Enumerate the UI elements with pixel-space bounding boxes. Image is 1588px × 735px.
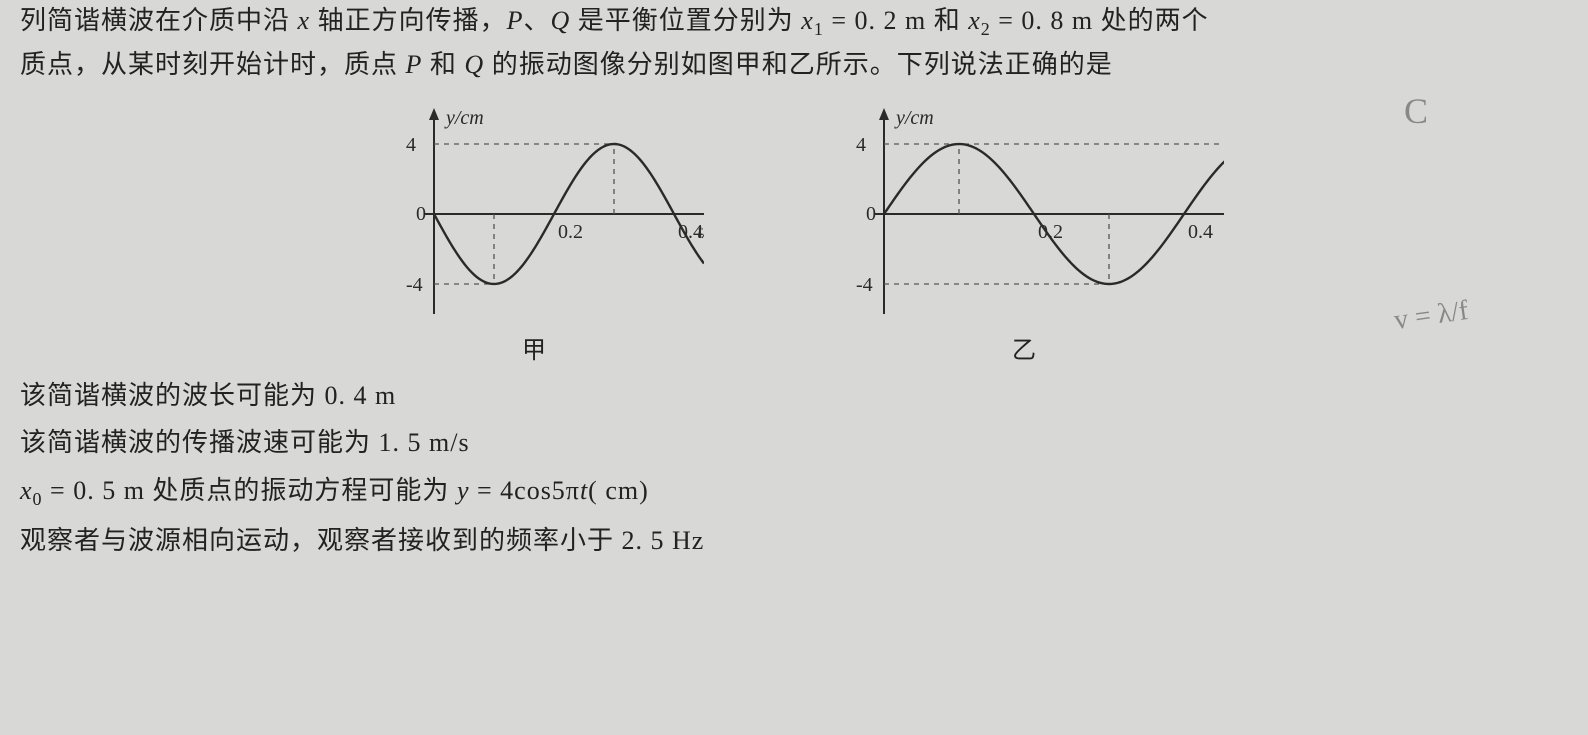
txt: = 4cos5π: [469, 476, 579, 505]
chart-P-wrap: y/cmt/s04-40.20.4 甲: [364, 104, 704, 365]
page: 列简谐横波在介质中沿 x 轴正方向传播，P、Q 是平衡位置分别为 x1 = 0.…: [0, 0, 1588, 735]
var-P: P: [507, 6, 524, 35]
svg-text:0.2: 0.2: [558, 221, 583, 243]
var-P: P: [406, 50, 423, 79]
var-y: y: [457, 476, 470, 505]
svg-text:4: 4: [856, 134, 866, 156]
chart-P: y/cmt/s04-40.20.4: [364, 104, 704, 324]
txt: 和: [422, 50, 464, 79]
stem-line-2: 质点，从某时刻开始计时，质点 P 和 Q 的振动图像分别如图甲和乙所示。下列说法…: [20, 44, 1568, 86]
chart-Q: y/cmt/s04-40.20.4: [824, 104, 1224, 324]
var-x0: x: [20, 476, 33, 505]
txt: 、: [523, 6, 550, 35]
svg-text:y/cm: y/cm: [894, 107, 934, 129]
svg-text:-4: -4: [856, 274, 873, 296]
sub-2: 2: [981, 19, 991, 39]
txt: ( cm): [588, 476, 649, 505]
svg-text:4: 4: [406, 134, 416, 156]
chart-P-label: 甲: [522, 330, 546, 365]
var-x1: x: [801, 6, 814, 35]
svg-text:0.4: 0.4: [678, 221, 703, 243]
txt: = 0. 2 m 和: [824, 6, 968, 35]
option-A: 该简谐横波的波长可能为 0. 4 m: [20, 375, 1568, 417]
option-D: 观察者与波源相向运动，观察者接收到的频率小于 2. 5 Hz: [20, 520, 1568, 562]
option-B: 该简谐横波的传播波速可能为 1. 5 m/s: [20, 422, 1568, 464]
chart-Q-wrap: y/cmt/s04-40.20.4 乙: [824, 104, 1224, 365]
svg-text:0.4: 0.4: [1188, 221, 1213, 243]
sub-1: 1: [814, 19, 824, 39]
txt: = 0. 8 m 处的两个: [991, 6, 1209, 35]
var-t: t: [580, 476, 588, 505]
var-x: x: [298, 6, 311, 35]
options: 该简谐横波的波长可能为 0. 4 m 该简谐横波的传播波速可能为 1. 5 m/…: [20, 375, 1568, 562]
svg-text:y/cm: y/cm: [444, 107, 484, 129]
stem-line-1: 列简谐横波在介质中沿 x 轴正方向传播，P、Q 是平衡位置分别为 x1 = 0.…: [20, 0, 1568, 44]
handwritten-C: C: [1404, 90, 1428, 132]
var-Q: Q: [550, 6, 570, 35]
option-C: x0 = 0. 5 m 处质点的振动方程可能为 y = 4cos5πt( cm): [20, 470, 1568, 514]
charts-row: y/cmt/s04-40.20.4 甲 y/cmt/s04-40.20.4 乙: [20, 104, 1568, 365]
txt: 质点，从某时刻开始计时，质点: [20, 50, 406, 79]
var-x2: x: [968, 6, 981, 35]
chart-Q-label: 乙: [1012, 330, 1036, 365]
svg-text:0: 0: [866, 203, 876, 225]
sub-0: 0: [33, 489, 43, 509]
txt: 列简谐横波在介质中沿: [20, 6, 298, 35]
svg-text:0: 0: [416, 203, 426, 225]
txt: 的振动图像分别如图甲和乙所示。下列说法正确的是: [484, 50, 1113, 79]
txt: 是平衡位置分别为: [570, 6, 801, 35]
txt: 轴正方向传播，: [310, 6, 507, 35]
var-Q: Q: [464, 50, 484, 79]
svg-text:-4: -4: [406, 274, 423, 296]
txt: = 0. 5 m 处质点的振动方程可能为: [43, 476, 457, 505]
